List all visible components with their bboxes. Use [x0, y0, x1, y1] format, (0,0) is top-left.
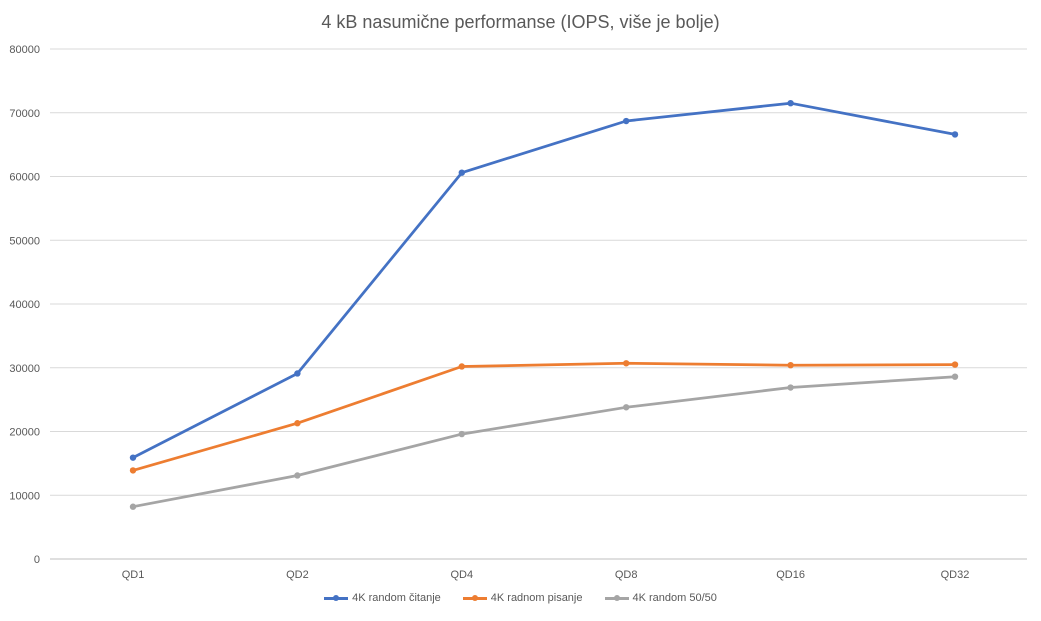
- data-point: [951, 361, 959, 368]
- y-tick-label: 80000: [9, 44, 40, 56]
- y-tick-label: 20000: [9, 427, 40, 439]
- data-point: [458, 169, 465, 176]
- y-tick-label: 10000: [9, 490, 40, 502]
- x-tick-label: QD16: [776, 569, 805, 581]
- x-tick-label: QD8: [615, 569, 638, 581]
- data-point: [129, 467, 137, 474]
- data-point: [294, 370, 301, 377]
- data-point: [129, 503, 137, 510]
- legend-swatch-icon: [462, 593, 487, 603]
- legend-label: 4K radnom pisanje: [490, 592, 583, 604]
- data-point: [294, 472, 301, 479]
- legend-swatch-icon: [604, 593, 629, 603]
- x-tick-label: QD2: [286, 569, 309, 581]
- y-tick-label: 70000: [9, 108, 40, 120]
- y-tick-label: 0: [34, 554, 40, 566]
- data-point: [129, 454, 137, 461]
- series-line: [131, 361, 957, 472]
- legend-item: 4K random 50/50: [604, 592, 717, 604]
- x-tick-label: QD32: [941, 569, 970, 581]
- legend-swatch-icon: [324, 593, 349, 603]
- legend-item: 4K radnom pisanje: [462, 592, 583, 604]
- y-tick-label: 40000: [9, 299, 40, 311]
- data-point: [623, 404, 630, 411]
- data-point: [951, 373, 959, 380]
- series-line: [131, 375, 957, 509]
- series-line: [131, 101, 957, 459]
- chart-title: 4 kB nasumične performanse (IOPS, više j…: [321, 12, 720, 32]
- legend-label: 4K random 50/50: [632, 592, 717, 604]
- chart-legend: 4K random čitanje 4K radnom pisanje 4K ran…: [0, 592, 1041, 604]
- data-point: [458, 363, 465, 370]
- x-tick-label: QD4: [450, 569, 473, 581]
- y-tick-label: 60000: [9, 172, 40, 184]
- data-point: [787, 99, 794, 107]
- legend-item: 4K random čitanje: [324, 592, 441, 604]
- y-tick-label: 30000: [9, 363, 40, 375]
- x-tick-label: QD1: [122, 569, 145, 581]
- data-point: [951, 131, 959, 138]
- data-point: [623, 360, 630, 367]
- data-point: [787, 362, 794, 369]
- legend-label: 4K random čitanje: [352, 592, 441, 604]
- data-point: [787, 384, 794, 391]
- data-point: [294, 420, 301, 427]
- data-point: [458, 430, 465, 438]
- data-point: [623, 117, 630, 125]
- y-tick-label: 50000: [9, 235, 40, 247]
